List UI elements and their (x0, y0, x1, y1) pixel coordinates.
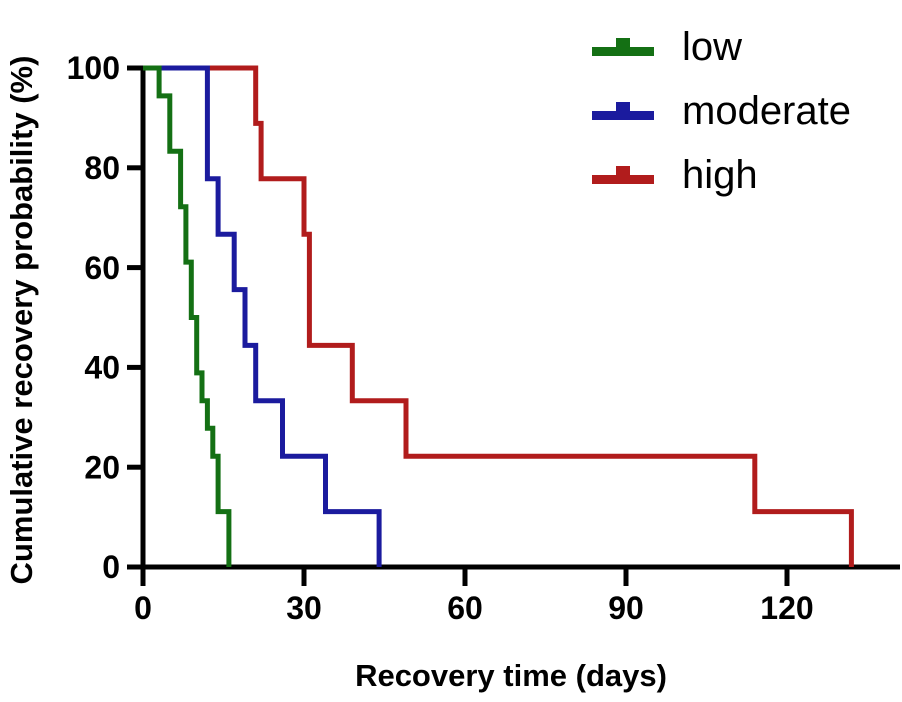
x-tick-label: 120 (760, 590, 813, 626)
x-tick-label: 0 (134, 590, 152, 626)
x-tick-label: 90 (608, 590, 644, 626)
legend-label-high: high (682, 153, 758, 197)
y-axis-title: Cumulative recovery probability (%) (4, 56, 39, 585)
y-tick-label: 0 (102, 549, 120, 585)
legend-step-symbol-high (592, 166, 654, 184)
y-tick-label: 40 (84, 350, 120, 386)
legend-item-high: high (592, 153, 851, 197)
x-axis-title: Recovery time (days) (355, 658, 667, 693)
y-tick-label: 20 (84, 449, 120, 485)
curve-high (143, 65, 854, 567)
legend-step-symbol-low (592, 38, 654, 56)
legend-label-low: low (682, 25, 743, 69)
legend-step-symbol-moderate (592, 102, 654, 120)
axes-group: 0 20 40 60 80 100 0 30 60 90 120 (67, 50, 900, 626)
legend: low moderate high (592, 25, 851, 197)
y-tick-label: 60 (84, 250, 120, 286)
legend-item-moderate: moderate (592, 89, 851, 133)
y-tick-label: 100 (67, 50, 120, 86)
legend-label-moderate: moderate (682, 89, 851, 133)
curves-group (143, 65, 854, 567)
curve-moderate (143, 65, 382, 567)
x-tick-label: 30 (286, 590, 322, 626)
curve-low (143, 65, 232, 567)
y-tick-label: 80 (84, 150, 120, 186)
x-tick-label: 60 (447, 590, 483, 626)
legend-item-low: low (592, 25, 851, 69)
